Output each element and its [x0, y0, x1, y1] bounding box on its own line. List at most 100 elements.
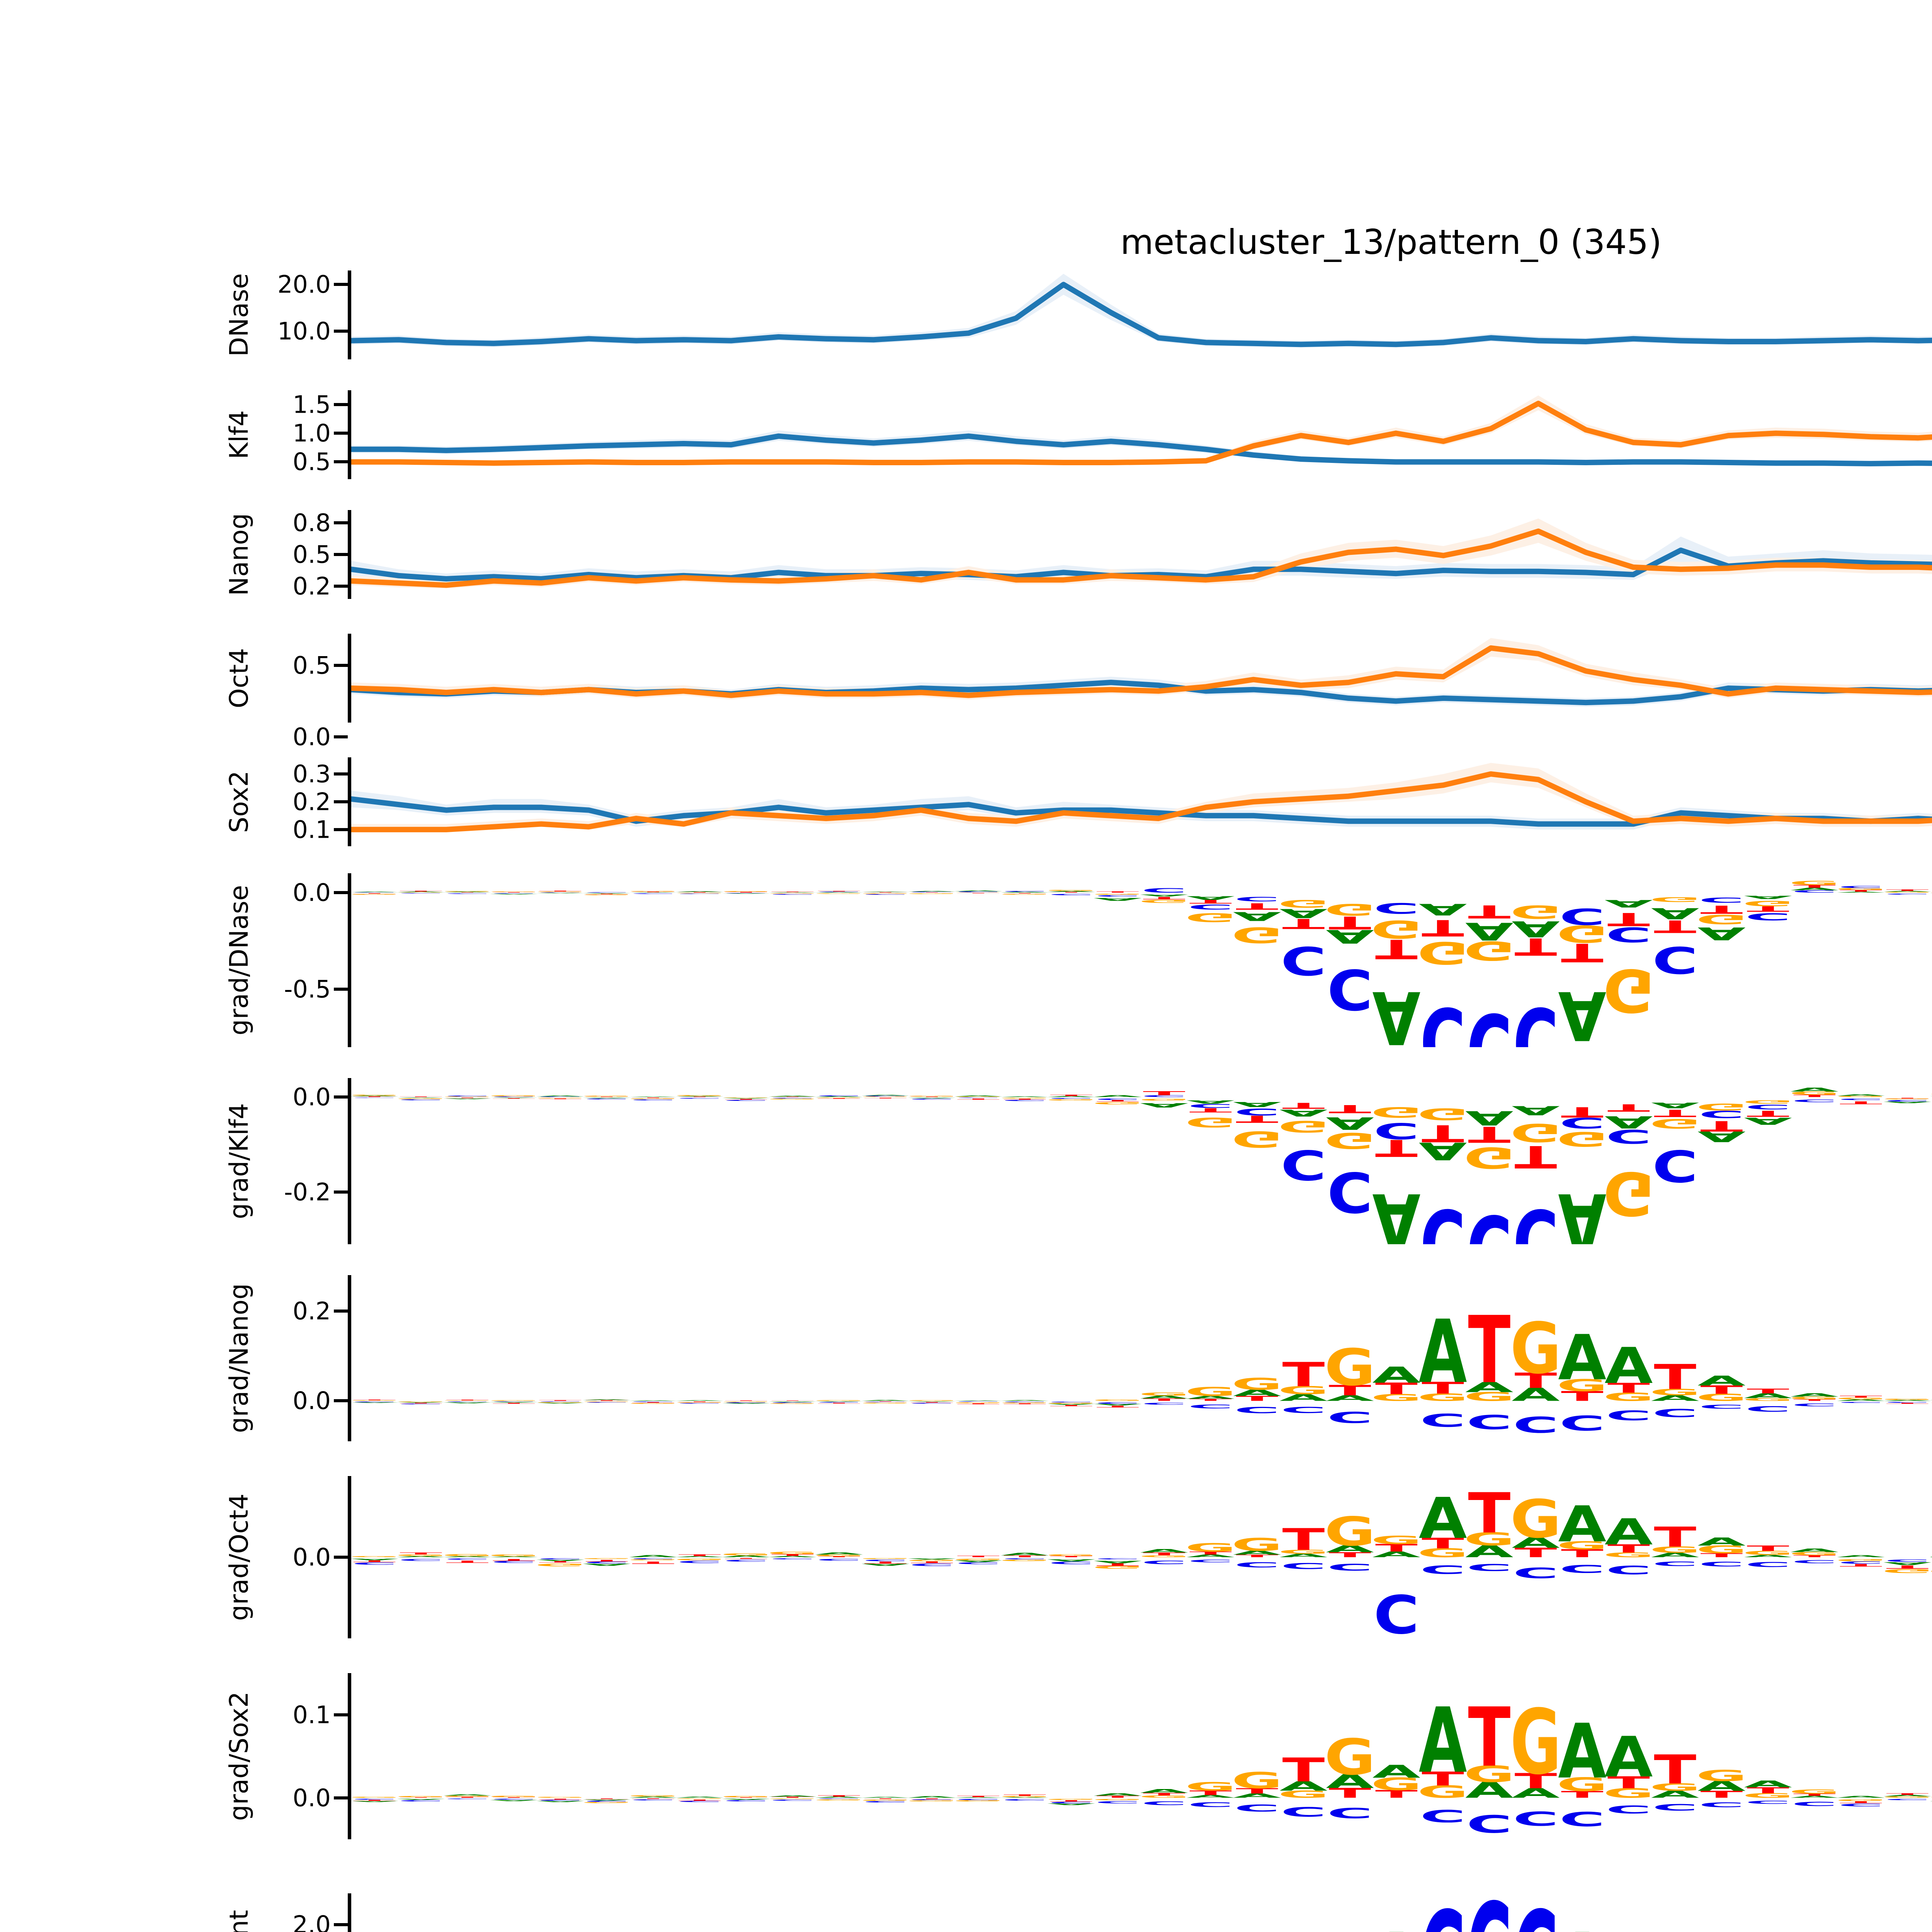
logo-letter-G: G: [628, 1559, 679, 1561]
logo-glyph: T: [1654, 1357, 1696, 1397]
logo-glyph: A: [443, 891, 492, 893]
logo-letter-G: G: [1046, 1099, 1097, 1101]
logo-glyph: A: [1279, 1392, 1328, 1403]
logo-letter-A: A: [490, 1097, 538, 1098]
logo-letter-G: G: [395, 1401, 446, 1402]
logo-glyph: G: [581, 1401, 632, 1402]
logo-glyph: C: [537, 1096, 583, 1097]
logo-letter-C: C: [1745, 911, 1791, 922]
y-axis-label: grad/Klf4: [224, 1103, 254, 1219]
logo-letter-A: A: [1187, 1395, 1235, 1400]
logo-glyph: C: [1002, 1558, 1048, 1560]
logo-letter-A: A: [397, 891, 445, 893]
logo-letter-A: A: [583, 893, 631, 894]
logo-panel-inf--content: 2.00.0Inf. contentACTGTACGAGCTGTCAGTACCT…: [224, 1893, 1932, 1932]
logo-letter-C: C: [352, 1097, 397, 1098]
logo-letter-G: G: [1464, 1141, 1515, 1174]
logo-glyph: A: [1326, 1543, 1374, 1554]
y-axis-label: Inf. content: [224, 1910, 254, 1932]
y-tick-label: 0.2: [293, 572, 331, 600]
logo-glyph: G: [1046, 1798, 1097, 1800]
logo-glyph: A: [490, 894, 538, 895]
profile-plot: [351, 395, 1932, 466]
logo-glyph: A: [1094, 1403, 1142, 1406]
logo-glyph: C: [1327, 957, 1372, 1021]
y-axis-label: Oct4: [224, 648, 254, 709]
logo-letter-C: C: [1699, 1560, 1744, 1568]
logo-letter-A: A: [1837, 1399, 1885, 1401]
logo-letter-A: A: [351, 1558, 399, 1561]
logo-letter-G: G: [1928, 1093, 1932, 1095]
logo-glyph: C: [1699, 1109, 1744, 1120]
logo-glyph: C: [862, 1559, 908, 1561]
logo-letter-G: G: [1882, 1796, 1932, 1798]
logo-letter-G: G: [351, 1556, 400, 1558]
logo-glyph: A: [1512, 1786, 1560, 1801]
sequence-logo: GTCAGATCGTCAGCATTCGATAGCACTGATGCTGCATACG…: [351, 1297, 1932, 1441]
logo-glyph: C: [352, 1401, 397, 1403]
logo-glyph: A: [722, 1403, 770, 1404]
logo-glyph: A: [1512, 1103, 1560, 1118]
logo-glyph: C: [1792, 1099, 1837, 1103]
logo-letter-T: T: [1189, 1789, 1232, 1797]
logo-letter-T: T: [1422, 1120, 1464, 1147]
logo-glyph: T: [771, 1554, 814, 1557]
logo-glyph: C: [630, 1401, 676, 1402]
logo-glyph: G: [1742, 1099, 1793, 1105]
logo-glyph: A: [1326, 1113, 1374, 1133]
logo-letter-C: C: [491, 1560, 537, 1563]
logo-glyph: A: [629, 892, 677, 893]
logo-letter-T: T: [1700, 1789, 1743, 1800]
y-axis-label: grad/Oct4: [224, 1493, 254, 1621]
logo-letter-A: A: [1651, 1551, 1699, 1559]
y-tick-mark: [334, 1399, 348, 1403]
logo-letter-G: G: [1371, 1392, 1422, 1403]
logo-letter-C: C: [1884, 1559, 1930, 1563]
logo-letter-G: G: [1835, 1397, 1886, 1400]
logo-letter-G: G: [395, 1554, 446, 1557]
logo-letter-A: A: [629, 1554, 677, 1558]
logo-letter-T: T: [1282, 1101, 1325, 1110]
logo-letter-A: A: [1744, 1392, 1792, 1400]
logo-letter-G: G: [581, 1558, 632, 1560]
logo-letter-G: G: [1510, 1118, 1561, 1147]
logo-glyph: C: [1931, 1799, 1932, 1801]
logo-glyph: C: [491, 1798, 537, 1800]
logo-glyph: C: [1327, 1804, 1372, 1821]
logo-glyph: C: [1606, 1407, 1651, 1423]
logo-letter-A: A: [908, 1796, 956, 1798]
logo-letter-A: A: [1558, 1496, 1606, 1553]
logo-glyph: A: [490, 1799, 538, 1801]
y-axis-spine: [348, 873, 351, 1047]
logo-letter-C: C: [1327, 1408, 1372, 1426]
y-tick-label: 0.0: [293, 1386, 331, 1415]
logo-letter-T: T: [818, 1795, 860, 1797]
logo-letter-G: G: [906, 1800, 957, 1802]
logo-letter-C: C: [723, 1799, 769, 1801]
logo-glyph: G: [1789, 1789, 1840, 1795]
logo-letter-G: G: [1835, 1095, 1886, 1097]
logo-letter-C: C: [1281, 1141, 1326, 1188]
logo-letter-T: T: [725, 1558, 767, 1559]
logo-letter-A: A: [1697, 1373, 1746, 1389]
logo-glyph: C: [1141, 1560, 1187, 1565]
logo-letter-C: C: [1745, 1560, 1791, 1568]
logo-glyph: A: [954, 1095, 1002, 1097]
logo-glyph: T: [1468, 1297, 1510, 1405]
y-tick-mark: [334, 1923, 348, 1926]
logo-glyph: C: [1420, 1410, 1466, 1430]
logo-letter-G: G: [535, 1796, 586, 1798]
logo-glyph: C: [1048, 1401, 1094, 1403]
logo-glyph: G: [1185, 1384, 1236, 1399]
logo-letter-T: T: [585, 1400, 628, 1401]
logo-letter-A: A: [1279, 906, 1328, 920]
logo-glyph: A: [1187, 1099, 1235, 1105]
logo-glyph: A: [908, 1796, 956, 1798]
logo-letter-G: G: [351, 1400, 400, 1401]
logo-glyph: C: [1792, 889, 1837, 893]
logo-letter-G: G: [1603, 1786, 1654, 1801]
logo-letter-C: C: [1884, 893, 1930, 895]
logo-glyph: T: [1143, 1792, 1185, 1796]
logo-glyph: A: [1465, 1777, 1514, 1803]
profile-panel-oct4: 0.5 0.0 Oct4: [224, 634, 1932, 751]
